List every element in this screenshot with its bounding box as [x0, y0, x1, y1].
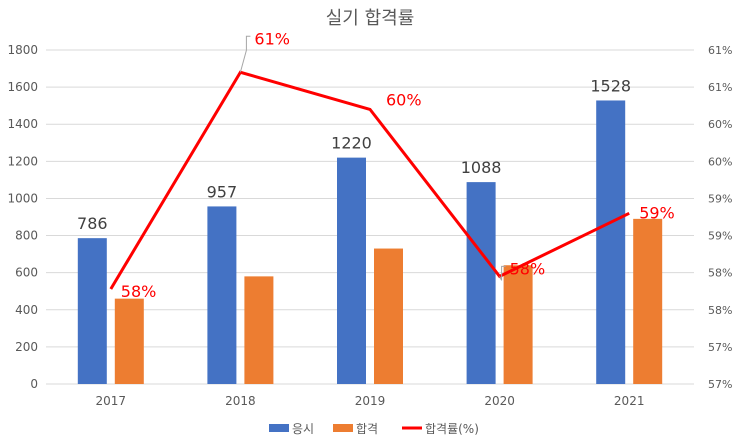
rate-data-label: 59%	[639, 203, 675, 222]
gridlines	[46, 49, 694, 385]
legend-label: 합격률(%)	[425, 422, 479, 436]
bars	[77, 100, 663, 385]
left-tick-label: 1400	[7, 117, 38, 131]
x-axis: 2017 2018 2019 2020 2021	[96, 394, 645, 408]
legend-label: 응시	[292, 422, 314, 436]
bar-data-label: 957	[207, 182, 238, 201]
left-tick-label: 600	[15, 266, 38, 280]
right-tick-label: 57%	[708, 378, 732, 391]
bar-합격-2021	[633, 218, 663, 384]
bar-응시-2020	[466, 182, 496, 384]
left-tick-label: 1000	[7, 191, 38, 205]
bar-data-label: 1528	[590, 76, 631, 95]
bar-합격-2018	[244, 276, 274, 384]
left-tick-label: 1600	[7, 80, 38, 94]
right-tick-label: 58%	[708, 304, 732, 317]
right-tick-label: 59%	[708, 230, 732, 243]
rate-label-leader	[499, 265, 506, 281]
rate-data-label: 60%	[386, 90, 422, 109]
left-axis: 0 200 400 600 800 1000 1200 1400 1600 1800	[7, 43, 38, 391]
bar-응시-2019	[337, 157, 366, 384]
legend-swatch	[269, 424, 289, 432]
bar-합격-2020	[503, 265, 533, 384]
left-tick-label: 400	[15, 303, 38, 317]
right-axis: 57% 57% 58% 58% 59% 59% 60% 60% 61% 61%	[708, 44, 732, 391]
left-tick-label: 0	[30, 377, 38, 391]
right-tick-label: 58%	[708, 267, 732, 280]
legend-swatch	[333, 424, 353, 432]
left-tick-label: 200	[15, 340, 38, 354]
left-tick-label: 800	[15, 229, 38, 243]
rate-data-label: 61%	[254, 29, 290, 48]
x-tick-label: 2020	[484, 394, 515, 408]
right-tick-label: 61%	[708, 81, 732, 94]
bar-응시-2018	[207, 206, 237, 384]
x-tick-label: 2017	[96, 394, 127, 408]
left-tick-label: 1200	[7, 154, 38, 168]
left-tick-label: 1800	[7, 43, 38, 57]
rate-line	[109, 70, 630, 290]
bar-data-label: 1088	[461, 158, 502, 177]
x-tick-label: 2018	[225, 394, 256, 408]
bar-합격-2017	[114, 298, 144, 384]
right-tick-label: 60%	[708, 118, 732, 131]
bar-합격-2019	[374, 248, 403, 384]
right-tick-label: 59%	[708, 192, 732, 205]
right-tick-label: 60%	[708, 155, 732, 168]
x-tick-label: 2021	[614, 394, 645, 408]
legend-label: 합격	[356, 422, 378, 436]
bar-data-label: 1220	[331, 134, 372, 153]
legend: 응시 합격 합격률(%)	[269, 422, 479, 436]
rate-label-leader	[239, 35, 251, 73]
bar-data-label: 786	[77, 214, 108, 233]
bar-응시-2017	[77, 238, 107, 384]
bar-응시-2021	[596, 100, 626, 385]
rate-data-label: 58%	[510, 259, 546, 278]
data-labels: 786 957 1220 1088 1528 58% 61% 60% 58% 59%	[77, 29, 675, 301]
chart-title: 실기 합격률	[326, 8, 415, 29]
right-tick-label: 57%	[708, 341, 732, 354]
rate-line-path	[109, 70, 630, 290]
right-tick-label: 61%	[708, 44, 732, 57]
rate-data-label: 58%	[121, 282, 157, 301]
x-tick-label: 2019	[355, 394, 386, 408]
